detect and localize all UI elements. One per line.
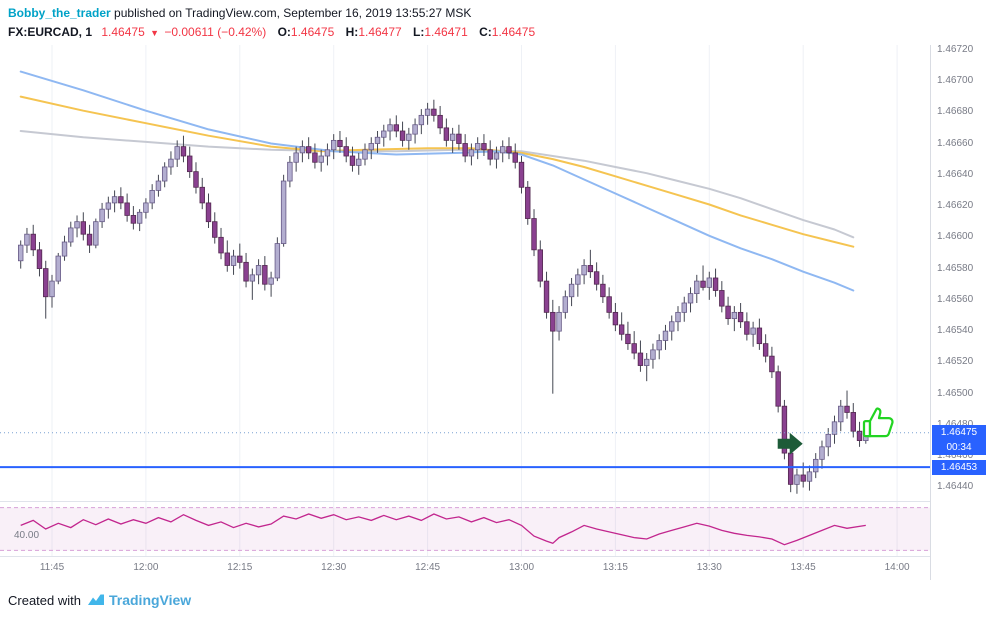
price-tick: 1.46640 bbox=[937, 168, 974, 180]
ma-orange bbox=[19, 95, 855, 248]
price-tick: 1.46540 bbox=[937, 325, 974, 337]
created-with-label: Created with bbox=[8, 592, 81, 608]
price-tick: 1.46600 bbox=[937, 231, 974, 243]
time-tick: 12:00 bbox=[133, 562, 159, 573]
time-tick: 12:15 bbox=[227, 562, 253, 573]
ohlc-open: O:1.46475 bbox=[277, 25, 335, 39]
tradingview-logo-icon bbox=[87, 594, 104, 605]
author-link[interactable]: Bobby_the_trader bbox=[8, 6, 111, 20]
price-down-icon: ▼ bbox=[150, 28, 160, 38]
ohlc-close: C:1.46475 bbox=[479, 25, 536, 39]
time-tick: 12:30 bbox=[321, 562, 347, 573]
header-last-price: 1.46475 bbox=[101, 25, 145, 39]
ma-blue bbox=[19, 70, 855, 292]
price-tick: 1.46460 bbox=[937, 450, 974, 462]
candles-layer bbox=[17, 99, 869, 494]
time-tick: 13:30 bbox=[696, 562, 722, 573]
header: Bobby_the_trader published on TradingVie… bbox=[8, 6, 535, 39]
publish-info-row: Bobby_the_trader published on TradingVie… bbox=[8, 6, 535, 20]
support-level-badge: 1.46453 bbox=[932, 459, 986, 475]
oscillator-value-label: 40.00 bbox=[14, 530, 40, 541]
price-tick: 1.46720 bbox=[937, 43, 974, 55]
price-tick: 1.46560 bbox=[937, 293, 974, 305]
price-tick: 1.46440 bbox=[937, 481, 974, 493]
chart-canvas[interactable] bbox=[0, 0, 930, 580]
time-tick: 13:45 bbox=[790, 562, 816, 573]
price-tick: 1.46520 bbox=[937, 356, 974, 368]
time-tick: 13:15 bbox=[602, 562, 628, 573]
price-axis[interactable]: 1.46475 00:34 1.46453 1.46720 1.46700 1.46… bbox=[930, 43, 988, 580]
price-tick: 1.46660 bbox=[937, 137, 974, 149]
price-tick: 1.46580 bbox=[937, 262, 974, 274]
ohlc-low: L:1.46471 bbox=[413, 25, 468, 39]
current-price-badge: 1.46475 bbox=[932, 425, 986, 441]
time-tick: 12:45 bbox=[415, 562, 441, 573]
price-change: −0.00611 (−0.42%) bbox=[164, 25, 267, 39]
symbol-interval[interactable]: FX:EURCAD, 1 bbox=[8, 25, 93, 39]
thumbs-up-stamp bbox=[862, 407, 894, 438]
symbol-info-row: FX:EURCAD, 1 1.46475 ▼ −0.00611 (−0.42%)… bbox=[8, 25, 535, 39]
price-tick: 1.46500 bbox=[937, 387, 974, 399]
time-tick: 13:00 bbox=[508, 562, 535, 573]
tradingview-wordmark: TradingView bbox=[108, 592, 192, 608]
price-tick: 1.46680 bbox=[937, 106, 974, 118]
price-tick: 1.46480 bbox=[937, 419, 973, 430]
time-tick: 11:45 bbox=[39, 562, 65, 573]
time-gridlines bbox=[51, 45, 898, 556]
tradingview-link[interactable]: TradingView bbox=[87, 592, 191, 608]
oscillator-line bbox=[20, 513, 866, 546]
ma-gray bbox=[19, 130, 855, 239]
oscillator-band bbox=[0, 507, 930, 551]
price-tick: 1.46620 bbox=[937, 200, 974, 212]
ohlc-high: H:1.46477 bbox=[345, 25, 402, 39]
price-tick: 1.46700 bbox=[937, 74, 974, 86]
bar-countdown-badge: 00:34 bbox=[932, 440, 986, 456]
arrow-marker bbox=[777, 432, 803, 455]
time-tick: 14:00 bbox=[884, 562, 910, 573]
published-text: published on TradingView.com, September … bbox=[114, 6, 472, 20]
footer: Created with TradingView bbox=[8, 592, 191, 608]
